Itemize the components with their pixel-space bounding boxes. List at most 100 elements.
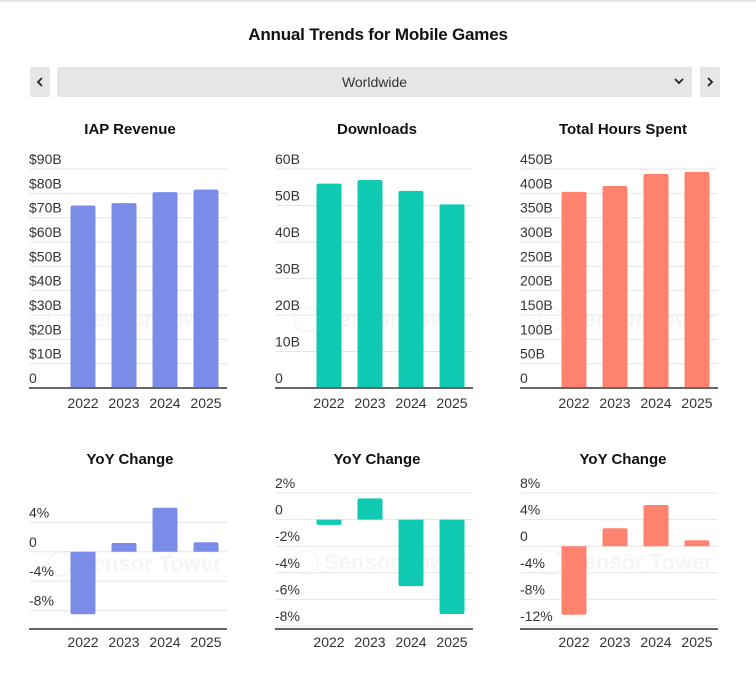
bar-2024 (398, 190, 424, 388)
x-tick-label: 2022 (67, 634, 98, 650)
y-tick-label: 30B (275, 261, 300, 277)
hours-yoy-chart: YoY Change Sensor Tower -12% -8% -4% 0 4% 8% 202… (0, 440, 756, 673)
bar-2025 (439, 204, 465, 388)
x-tick-label: 2025 (190, 395, 221, 411)
x-tick-label: 2023 (108, 634, 139, 650)
x-tick-label: 2023 (354, 634, 385, 650)
x-tick-label: 2022 (558, 395, 589, 411)
bar-2025 (684, 171, 710, 388)
chevron-right-icon (707, 77, 714, 87)
bar-2025 (684, 540, 710, 547)
y-tick-label: 50B (520, 346, 545, 362)
bar-2025 (439, 519, 465, 615)
bar-2022 (316, 519, 342, 525)
y-tick-label: 200B (520, 273, 553, 289)
bar-2025 (193, 542, 219, 552)
hours-yoy-svg: YoY Change Sensor Tower -12% -8% -4% 0 4% 8% 202… (520, 451, 718, 650)
chart-title: YoY Change (334, 451, 421, 468)
y-tick-label: $20B (29, 321, 62, 337)
chevron-down-icon (674, 78, 684, 85)
y-tick-label: $90B (29, 151, 62, 167)
y-tick-label: 0 (29, 370, 37, 386)
y-tick-label: -8% (29, 593, 54, 609)
x-tick-label: 2025 (681, 395, 712, 411)
y-tick-label: 350B (520, 200, 553, 216)
region-dropdown[interactable]: Worldwide (57, 67, 692, 97)
bar-2024 (152, 507, 178, 552)
bar-2022 (561, 546, 587, 615)
x-tick-label: 2022 (558, 634, 589, 650)
x-tick-label: 2025 (436, 634, 467, 650)
y-tick-label: -12% (520, 608, 553, 624)
x-tick-label: 2023 (599, 634, 630, 650)
y-tick-label: -6% (275, 581, 300, 597)
downloads-yoy-svg: YoY ChangeSensor Tower-8%-6%-4%-2%02%202… (275, 451, 473, 650)
downloads-yoy-chart: YoY ChangeSensor Tower-8%-6%-4%-2%02%202… (0, 440, 500, 673)
total-hours-svg: Total Hours SpentSensor Tower050B100B150… (520, 121, 718, 411)
chevron-left-icon (36, 77, 43, 87)
bar-2023 (111, 542, 137, 552)
y-tick-label: 2% (275, 475, 295, 491)
x-tick-label: 2025 (436, 395, 467, 411)
bar-2024 (152, 192, 178, 388)
previous-region-button[interactable] (30, 67, 50, 97)
iap-yoy-svg: YoY ChangeSensor Tower-8%-4%04%202220232… (29, 451, 227, 650)
x-tick-label: 2024 (640, 634, 671, 650)
bar-2024 (398, 519, 424, 587)
x-tick-label: 2025 (681, 634, 712, 650)
x-tick-label: 2023 (108, 395, 139, 411)
bar-2023 (602, 528, 628, 547)
y-tick-label: $40B (29, 273, 62, 289)
y-tick-label: 100B (520, 321, 553, 337)
iap-revenue-chart: IAP RevenueSensor Tower0$10B$20B$30B$40B… (0, 110, 250, 420)
top-border (0, 0, 756, 2)
x-tick-label: 2022 (313, 634, 344, 650)
y-tick-label: 50B (275, 188, 300, 204)
y-tick-label: -4% (520, 555, 545, 571)
y-tick-label: 400B (520, 175, 553, 191)
bar-2023 (602, 186, 628, 388)
iap-revenue-svg: IAP RevenueSensor Tower0$10B$20B$30B$40B… (29, 121, 227, 411)
bar-2022 (70, 205, 96, 388)
chart-title: YoY Change (87, 451, 174, 468)
y-tick-label: $10B (29, 346, 62, 362)
y-tick-label: 0 (520, 370, 528, 386)
x-tick-label: 2025 (190, 634, 221, 650)
x-tick-label: 2024 (149, 634, 180, 650)
bar-2022 (561, 191, 587, 388)
y-tick-label: 8% (520, 475, 540, 491)
y-tick-label: $80B (29, 175, 62, 191)
y-tick-label: 300B (520, 224, 553, 240)
y-tick-label: -8% (520, 581, 545, 597)
y-tick-label: 150B (520, 297, 553, 313)
y-tick-label: 4% (520, 502, 540, 518)
y-tick-label: $30B (29, 297, 62, 313)
bar-2024 (643, 173, 669, 388)
y-tick-label: 0 (275, 502, 283, 518)
y-tick-label: $70B (29, 200, 62, 216)
bar-2025 (193, 189, 219, 388)
y-tick-label: 40B (275, 224, 300, 240)
x-tick-label: 2023 (599, 395, 630, 411)
bar-2023 (357, 498, 383, 520)
chart-title: Total Hours Spent (559, 121, 687, 138)
bar-2023 (357, 179, 383, 388)
x-tick-label: 2024 (640, 395, 671, 411)
chart-title: IAP Revenue (84, 121, 175, 138)
y-tick-label: 20B (275, 297, 300, 313)
next-region-button[interactable] (700, 67, 720, 97)
y-tick-label: 0 (29, 534, 37, 550)
y-tick-label: 0 (275, 370, 283, 386)
region-dropdown-value: Worldwide (341, 74, 408, 90)
y-tick-label: -4% (29, 563, 54, 579)
iap-yoy-chart: YoY ChangeSensor Tower-8%-4%04%202220232… (0, 440, 250, 673)
bar-2022 (70, 551, 96, 615)
y-tick-label: 0 (520, 528, 528, 544)
chart-title: Downloads (337, 121, 417, 138)
x-tick-label: 2024 (149, 395, 180, 411)
x-tick-label: 2022 (313, 395, 344, 411)
y-tick-label: 4% (29, 504, 49, 520)
y-tick-label: 250B (520, 248, 553, 264)
bar-2023 (111, 203, 137, 388)
x-tick-label: 2023 (354, 395, 385, 411)
